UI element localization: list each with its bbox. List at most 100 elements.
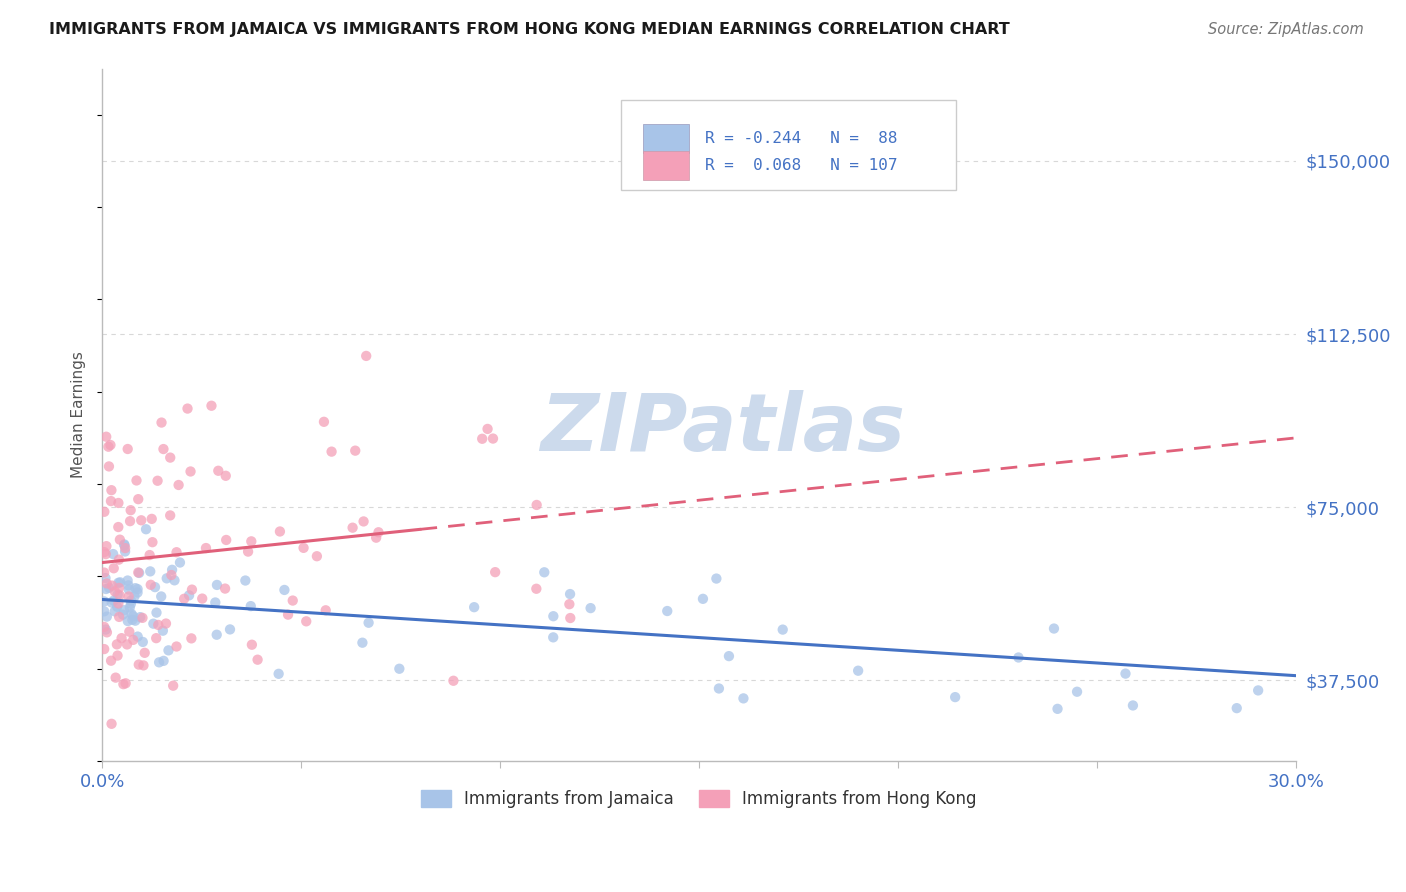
Point bbox=[160, 563, 183, 577]
Point bbox=[692, 591, 714, 606]
Point bbox=[357, 615, 380, 630]
Point bbox=[112, 603, 135, 617]
Point bbox=[131, 611, 153, 625]
Point bbox=[180, 465, 202, 479]
Point bbox=[117, 574, 139, 588]
Point bbox=[107, 575, 129, 590]
Point bbox=[118, 624, 141, 639]
Point bbox=[100, 595, 122, 609]
Point bbox=[281, 593, 304, 607]
Point bbox=[108, 552, 131, 566]
Point bbox=[200, 399, 222, 413]
Point bbox=[96, 609, 118, 624]
Point bbox=[239, 599, 262, 613]
Point bbox=[657, 604, 679, 618]
Point bbox=[93, 594, 115, 608]
Point bbox=[235, 574, 257, 588]
Point bbox=[107, 520, 129, 534]
Point bbox=[205, 578, 228, 592]
Point bbox=[94, 571, 117, 585]
Point bbox=[114, 538, 136, 552]
Point bbox=[100, 483, 122, 498]
Point bbox=[104, 671, 127, 685]
Point bbox=[117, 578, 139, 592]
Point bbox=[579, 601, 602, 615]
Point bbox=[236, 544, 259, 558]
Point bbox=[180, 632, 202, 646]
Point bbox=[526, 498, 548, 512]
Point bbox=[150, 590, 173, 604]
Point bbox=[117, 614, 139, 628]
Point bbox=[107, 597, 129, 611]
Point bbox=[354, 349, 377, 363]
Point bbox=[1247, 683, 1270, 698]
Point bbox=[118, 582, 141, 597]
Point bbox=[558, 597, 581, 611]
Point bbox=[101, 579, 124, 593]
Text: Source: ZipAtlas.com: Source: ZipAtlas.com bbox=[1208, 22, 1364, 37]
Point bbox=[366, 531, 388, 545]
Point bbox=[129, 513, 152, 527]
Point bbox=[121, 607, 143, 621]
Point bbox=[96, 539, 118, 553]
Point bbox=[128, 657, 150, 672]
Point bbox=[118, 590, 141, 604]
Point bbox=[1226, 701, 1249, 715]
Point bbox=[195, 541, 218, 555]
Point bbox=[152, 654, 174, 668]
Point bbox=[1043, 622, 1066, 636]
Point bbox=[1007, 650, 1029, 665]
Point bbox=[943, 690, 966, 705]
Point bbox=[96, 430, 118, 444]
Point bbox=[706, 572, 728, 586]
Point bbox=[104, 584, 127, 599]
Point bbox=[173, 591, 195, 606]
Point bbox=[107, 648, 129, 663]
Point bbox=[127, 585, 149, 599]
Point bbox=[93, 642, 115, 657]
Point bbox=[157, 643, 180, 657]
Point bbox=[129, 610, 152, 624]
Point bbox=[124, 614, 146, 628]
Point bbox=[159, 508, 181, 523]
FancyBboxPatch shape bbox=[643, 151, 689, 180]
Point bbox=[215, 533, 238, 547]
Point bbox=[138, 548, 160, 562]
Point bbox=[117, 442, 139, 456]
Point bbox=[1046, 702, 1069, 716]
Point bbox=[155, 616, 177, 631]
Point bbox=[471, 432, 494, 446]
Point bbox=[122, 632, 145, 647]
Point bbox=[240, 534, 263, 549]
Point bbox=[108, 588, 131, 602]
Point bbox=[103, 593, 125, 607]
Point bbox=[103, 561, 125, 575]
Point bbox=[240, 638, 263, 652]
Point bbox=[463, 600, 485, 615]
Point bbox=[94, 582, 117, 596]
Point bbox=[558, 587, 581, 601]
Point bbox=[148, 618, 170, 632]
Point bbox=[142, 616, 165, 631]
Point bbox=[121, 613, 143, 627]
Point bbox=[120, 597, 142, 611]
Point bbox=[132, 635, 155, 649]
Point bbox=[105, 637, 128, 651]
Point bbox=[97, 459, 120, 474]
Point bbox=[112, 537, 135, 551]
Point bbox=[93, 620, 115, 634]
Point bbox=[118, 600, 141, 615]
Point bbox=[560, 611, 582, 625]
Point bbox=[127, 630, 149, 644]
Point bbox=[127, 492, 149, 507]
Text: R = -0.244   N =  88: R = -0.244 N = 88 bbox=[704, 130, 897, 145]
Point bbox=[533, 566, 555, 580]
Text: ZIPatlas: ZIPatlas bbox=[540, 390, 905, 467]
Point bbox=[114, 544, 136, 558]
Point bbox=[125, 474, 148, 488]
Point bbox=[100, 716, 122, 731]
Point bbox=[120, 514, 142, 528]
Point bbox=[321, 444, 343, 458]
Point bbox=[143, 580, 166, 594]
Point bbox=[166, 640, 188, 654]
